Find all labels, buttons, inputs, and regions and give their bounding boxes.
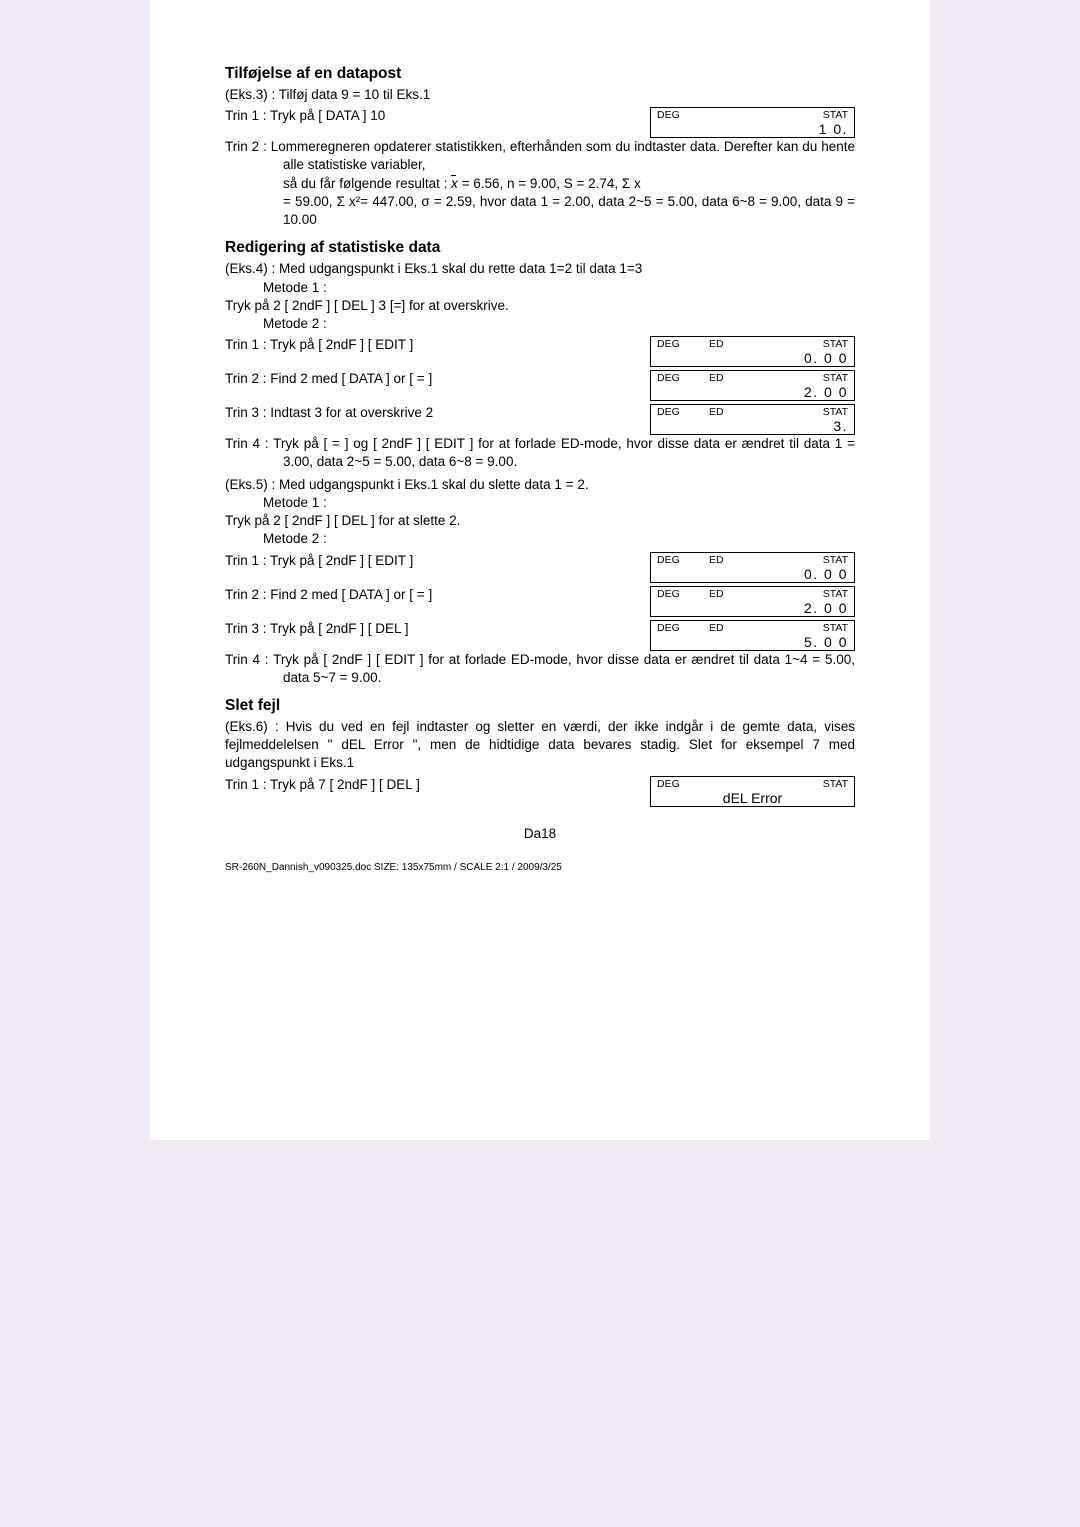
lcd-stat: STAT xyxy=(823,109,848,121)
heading-slet: Slet fejl xyxy=(225,697,855,715)
edit-ex4: (Eks.4) : Med udgangspunkt i Eks.1 skal … xyxy=(225,260,855,278)
lcd-ed: ED xyxy=(709,338,724,350)
lcd-deg: DEG xyxy=(657,588,680,600)
lcd-add-1: DEG STAT 1 0. xyxy=(650,107,855,138)
lcd-stat: STAT xyxy=(823,554,848,566)
lcd-stat: STAT xyxy=(823,622,848,634)
add-ex-line: (Eks.3) : Tilføj data 9 = 10 til Eks.1 xyxy=(225,86,855,104)
lcd-value: 0. 0 0 xyxy=(657,566,848,583)
x-bar-symbol: x xyxy=(451,175,458,193)
edit-b1: Trin 1 : Tryk på [ 2ndF ] [ EDIT ] xyxy=(225,552,650,570)
lcd-deg: DEG xyxy=(657,778,680,790)
lcd-edit-s1: DEG ED STAT 0. 0 0 xyxy=(650,336,855,367)
edit-s2: Trin 2 : Find 2 med [ DATA ] or [ = ] xyxy=(225,370,650,388)
edit-m1-line: Tryk på 2 [ 2ndF ] [ DEL ] 3 [=] for at … xyxy=(225,297,855,315)
lcd-ed: ED xyxy=(709,406,724,418)
edit-m2b: Metode 2 : xyxy=(263,530,855,548)
lcd-deg: DEG xyxy=(657,554,680,566)
lcd-ed: ED xyxy=(709,554,724,566)
lcd-value: 3. xyxy=(657,418,848,435)
lcd-deg: DEG xyxy=(657,109,680,121)
edit-s3: Trin 3 : Indtast 3 for at overskrive 2 xyxy=(225,404,650,422)
footer-page-number: Da18 xyxy=(225,825,855,843)
lcd-edit-b1: DEG ED STAT 0. 0 0 xyxy=(650,552,855,583)
edit-s1: Trin 1 : Tryk på [ 2ndF ] [ EDIT ] xyxy=(225,336,650,354)
add-step2b-post: = 6.56, n = 9.00, S = 2.74, Σ x xyxy=(462,176,641,191)
lcd-ed: ED xyxy=(709,372,724,384)
heading-add: Tilføjelse af en datapost xyxy=(225,65,855,83)
edit-ex5: (Eks.5) : Med udgangspunkt i Eks.1 skal … xyxy=(225,476,855,494)
lcd-stat: STAT xyxy=(823,406,848,418)
add-step2b: så du får følgende resultat : x = 6.56, … xyxy=(283,175,855,193)
lcd-ed: ED xyxy=(709,588,724,600)
slet-ex6: (Eks.6) : Hvis du ved en fejl indtaster … xyxy=(225,718,855,773)
lcd-deg: DEG xyxy=(657,372,680,384)
edit-s4: Trin 4 : Tryk på [ = ] og [ 2ndF ] [ EDI… xyxy=(225,435,855,471)
add-step2c: = 59.00, Σ x²= 447.00, σ = 2.59, hvor da… xyxy=(283,193,855,229)
lcd-deg: DEG xyxy=(657,406,680,418)
lcd-deg: DEG xyxy=(657,622,680,634)
lcd-ed: ED xyxy=(709,622,724,634)
lcd-value: 5. 0 0 xyxy=(657,634,848,651)
document-page: Tilføjelse af en datapost (Eks.3) : Tilf… xyxy=(150,0,930,1140)
lcd-deg: DEG xyxy=(657,338,680,350)
lcd-edit-s3: DEG ED STAT 3. xyxy=(650,404,855,435)
heading-edit: Redigering af statistiske data xyxy=(225,239,855,257)
lcd-stat: STAT xyxy=(823,338,848,350)
lcd-value: dEL Error xyxy=(657,790,848,807)
edit-m1b: Metode 1 : xyxy=(263,494,855,512)
edit-m1b-line: Tryk på 2 [ 2ndF ] [ DEL ] for at slette… xyxy=(225,512,855,530)
lcd-value: 0. 0 0 xyxy=(657,350,848,367)
lcd-value: 2. 0 0 xyxy=(657,384,848,401)
add-step1: Trin 1 : Tryk på [ DATA ] 10 xyxy=(225,107,650,125)
slet-s1: Trin 1 : Tryk på 7 [ 2ndF ] [ DEL ] xyxy=(225,776,650,794)
edit-b3: Trin 3 : Tryk på [ 2ndF ] [ DEL ] xyxy=(225,620,650,638)
lcd-stat: STAT xyxy=(823,372,848,384)
lcd-edit-s2: DEG ED STAT 2. 0 0 xyxy=(650,370,855,401)
edit-m2: Metode 2 : xyxy=(263,315,855,333)
lcd-stat: STAT xyxy=(823,588,848,600)
edit-b2: Trin 2 : Find 2 med [ DATA ] or [ = ] xyxy=(225,586,650,604)
lcd-value: 2. 0 0 xyxy=(657,600,848,617)
lcd-edit-b2: DEG ED STAT 2. 0 0 xyxy=(650,586,855,617)
edit-b4: Trin 4 : Tryk på [ 2ndF ] [ EDIT ] for a… xyxy=(225,651,855,687)
lcd-value: 1 0. xyxy=(657,121,848,138)
lcd-edit-b3: DEG ED STAT 5. 0 0 xyxy=(650,620,855,651)
lcd-slet-s1: DEG STAT dEL Error xyxy=(650,776,855,807)
add-step2a: Trin 2 : Lommeregneren opdaterer statist… xyxy=(225,138,855,174)
lcd-stat: STAT xyxy=(823,778,848,790)
footer-filename: SR-260N_Dannish_v090325.doc SIZE: 135x75… xyxy=(225,861,855,875)
edit-m1: Metode 1 : xyxy=(263,279,855,297)
add-step2b-pre: så du får følgende resultat : xyxy=(283,176,451,191)
